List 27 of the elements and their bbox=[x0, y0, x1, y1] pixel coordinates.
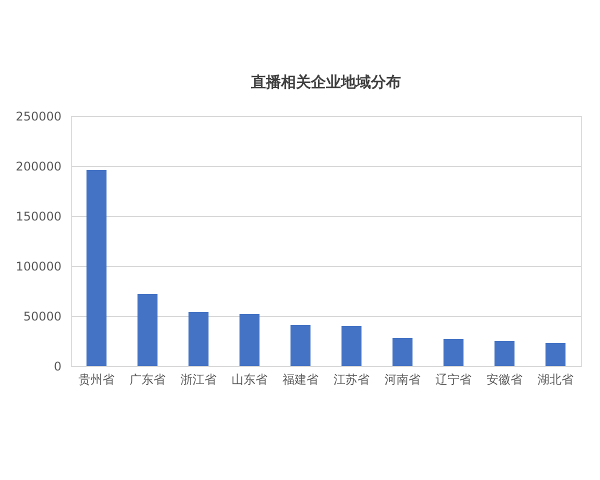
y-tick-label: 150000 bbox=[16, 210, 62, 224]
bar bbox=[494, 341, 514, 366]
bar bbox=[86, 170, 106, 366]
x-tick-label: 浙江省 bbox=[180, 372, 216, 386]
x-tick-label: 辽宁省 bbox=[436, 372, 472, 386]
y-tick-label: 100000 bbox=[16, 260, 62, 274]
y-tick-label: 0 bbox=[54, 360, 62, 374]
x-tick-label: 福建省 bbox=[282, 372, 318, 386]
bar bbox=[342, 326, 362, 366]
x-tick-label: 江苏省 bbox=[334, 372, 370, 386]
x-tick-label: 贵州省 bbox=[78, 372, 114, 386]
bar bbox=[138, 294, 158, 366]
chart-title: 直播相关企业地域分布 bbox=[250, 73, 401, 91]
x-tick-label: 湖北省 bbox=[538, 372, 574, 386]
bar bbox=[290, 325, 310, 366]
y-tick-label: 250000 bbox=[16, 110, 62, 124]
y-tick-label: 200000 bbox=[16, 160, 62, 174]
y-tick-label: 50000 bbox=[23, 310, 62, 324]
x-tick-label: 安徽省 bbox=[486, 372, 522, 386]
bar bbox=[240, 314, 260, 366]
bar bbox=[546, 343, 566, 366]
bar bbox=[188, 312, 208, 366]
x-tick-label: 广东省 bbox=[130, 372, 166, 386]
bar bbox=[392, 338, 412, 366]
x-tick-label: 河南省 bbox=[384, 372, 420, 386]
bar bbox=[444, 339, 464, 366]
x-tick-label: 山东省 bbox=[232, 372, 268, 386]
